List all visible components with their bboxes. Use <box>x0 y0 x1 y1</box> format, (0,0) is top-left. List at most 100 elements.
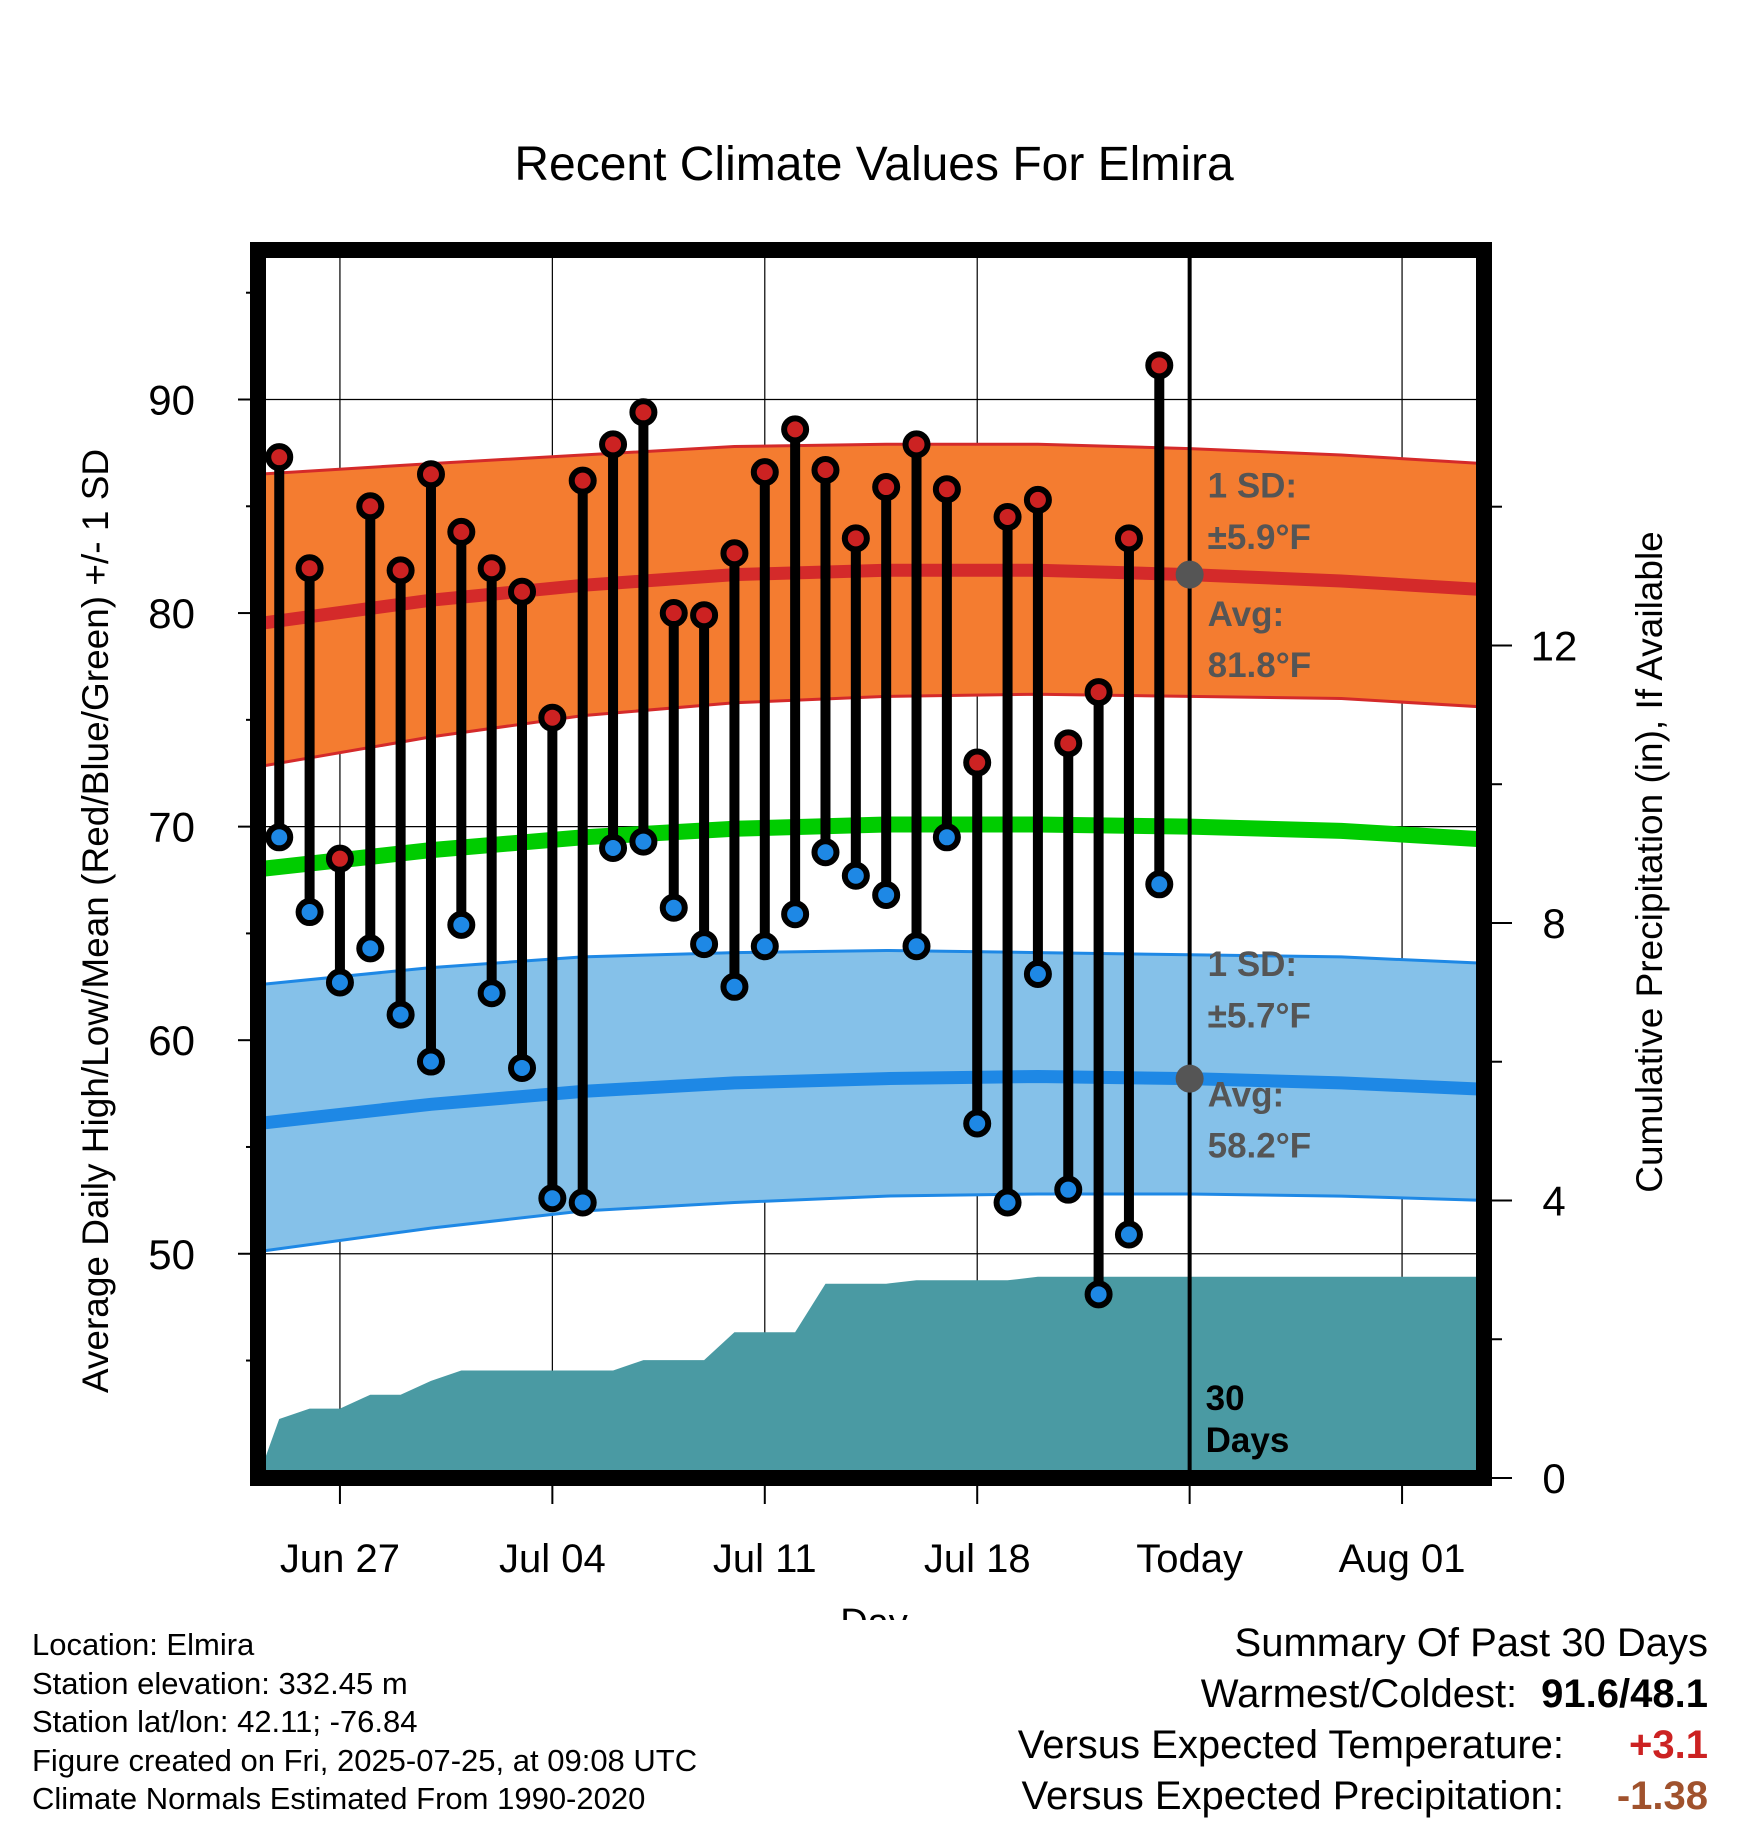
daily-high-point <box>265 443 294 472</box>
mean-normal-line <box>258 816 1484 878</box>
y2-tick-label: 8 <box>1542 900 1565 947</box>
temp-anomaly-label: Versus Expected Temperature: <box>1017 1723 1564 1767</box>
daily-high-point <box>690 601 719 630</box>
daily-high-point <box>508 577 537 606</box>
daily-high-point <box>781 415 810 444</box>
y-tick-label: 70 <box>148 804 195 851</box>
climate-chart: Recent Climate Values For Elmira 1 SD: ±5… <box>75 138 1670 1620</box>
y-tick-label: 60 <box>148 1017 195 1064</box>
created-text: Figure created on Fri, 2025-07-25, at 09… <box>32 1742 698 1778</box>
warmest-coldest-label: Warmest/Coldest: <box>1200 1672 1518 1716</box>
daily-low-point <box>325 968 354 997</box>
y-tick-label: 80 <box>148 590 195 637</box>
daily-low-point <box>872 880 901 909</box>
precip-area <box>258 1276 1484 1478</box>
normals-text: Climate Normals Estimated From 1990-2020 <box>32 1781 646 1816</box>
high-sd-value: ±5.9°F <box>1208 518 1311 557</box>
daily-high-point <box>993 502 1022 531</box>
daily-low-point <box>416 1047 445 1076</box>
daily-low-point <box>538 1184 567 1213</box>
daily-low-point <box>356 934 385 963</box>
summary-title: Summary Of Past 30 Days <box>1234 1621 1708 1665</box>
daily-low-point <box>841 861 870 890</box>
daily-low-point <box>1084 1280 1113 1309</box>
precip-anomaly-label: Versus Expected Precipitation: <box>1021 1774 1564 1818</box>
warmest-coldest-row: Warmest/Coldest: 91.6/48.1 <box>1018 1669 1708 1720</box>
y2-tick-label: 4 <box>1542 1177 1565 1224</box>
daily-low-point <box>568 1188 597 1217</box>
low-normal-line <box>258 1069 1484 1130</box>
high-sd-upper-line <box>258 442 1484 476</box>
daily-low-point <box>750 932 779 961</box>
daily-high-point <box>841 524 870 553</box>
chart-title: Recent Climate Values For Elmira <box>514 138 1234 191</box>
daily-low-point <box>1145 870 1174 899</box>
daily-low-point <box>1114 1220 1143 1249</box>
daily-high-point <box>538 703 567 732</box>
today-low-avg-dot <box>1175 1064 1204 1093</box>
daily-low-point <box>1054 1175 1083 1204</box>
high-avg-label: Avg: <box>1208 595 1284 634</box>
y-tick-label: 50 <box>148 1231 195 1278</box>
daily-low-point <box>477 979 506 1008</box>
low-avg-label: Avg: <box>1208 1075 1284 1114</box>
x-tick-label: Jun 27 <box>280 1537 400 1581</box>
daily-low-point <box>447 910 476 939</box>
x-axis-label: Day <box>840 1602 908 1620</box>
x-tick-label: Jul 04 <box>499 1537 606 1581</box>
low-sd-lower-line <box>258 1192 1484 1254</box>
y2-tick-label: 12 <box>1531 622 1578 669</box>
daily-high-point <box>1084 678 1113 707</box>
daily-high-point <box>720 539 749 568</box>
daily-high-point <box>1145 351 1174 380</box>
daily-high-point <box>386 556 415 585</box>
low-sd-upper-line <box>258 948 1484 987</box>
y2-tick-label: 0 <box>1542 1455 1565 1502</box>
daily-low-point <box>932 823 961 852</box>
daily-high-point <box>356 492 385 521</box>
daily-high-point <box>811 455 840 484</box>
x-tick-label: Jul 11 <box>713 1537 817 1581</box>
temp-anomaly-value: +3.1 <box>1629 1723 1708 1767</box>
daily-low-point <box>295 898 324 927</box>
daily-high-point <box>932 475 961 504</box>
y-tick-label: 90 <box>148 376 195 423</box>
daily-low-point <box>690 930 719 959</box>
daily-low-point <box>386 1000 415 1029</box>
high-sd-band <box>258 444 1484 767</box>
plot-frame <box>250 242 1492 1486</box>
daily-high-point <box>599 430 628 459</box>
daily-high-point <box>629 398 658 427</box>
high-avg-value: 81.8°F <box>1208 646 1312 685</box>
x-tick-label: Today <box>1136 1537 1243 1581</box>
elevation-text: Station elevation: 332.45 m <box>32 1665 408 1701</box>
daily-high-point <box>1023 485 1052 514</box>
daily-low-point <box>811 838 840 867</box>
daily-high-point <box>750 458 779 487</box>
daily-low-point <box>993 1188 1022 1217</box>
daily-high-point <box>477 554 506 583</box>
days-word-label: Days <box>1206 1421 1290 1460</box>
daily-low-point <box>902 932 931 961</box>
temp-anomaly-row: Versus Expected Temperature: +3.1 <box>1018 1720 1708 1771</box>
daily-high-point <box>872 473 901 502</box>
location-text: Location: Elmira <box>32 1627 255 1662</box>
y-axis-label: Average Daily High/Low/Mean (Red/Blue/Gr… <box>75 449 116 1393</box>
daily-low-point <box>659 893 688 922</box>
low-sd-label: 1 SD: <box>1208 945 1297 984</box>
precip-anomaly-value: -1.38 <box>1616 1774 1708 1818</box>
low-sd-band <box>258 950 1484 1252</box>
daily-high-point <box>1114 524 1143 553</box>
daily-high-point <box>325 844 354 873</box>
daily-high-point <box>1054 729 1083 758</box>
low-avg-value: 58.2°F <box>1208 1127 1312 1166</box>
daily-high-point <box>963 748 992 777</box>
daily-high-point <box>416 460 445 489</box>
daily-low-point <box>963 1109 992 1138</box>
plot-content <box>258 250 1484 1478</box>
days-count-label: 30 <box>1206 1379 1245 1418</box>
daily-high-point <box>659 599 688 628</box>
today-high-avg-dot <box>1175 560 1204 589</box>
daily-low-point <box>508 1053 537 1082</box>
daily-high-point <box>447 517 476 546</box>
